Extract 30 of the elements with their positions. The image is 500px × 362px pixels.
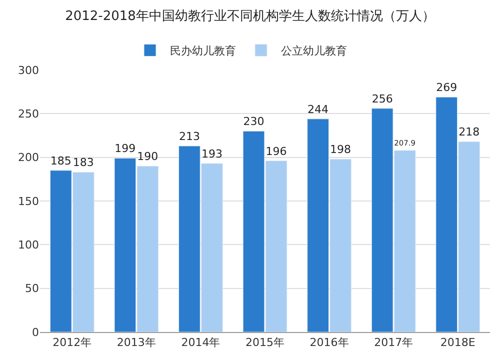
y-tick-label: 0 xyxy=(32,326,39,339)
y-tick-label: 250 xyxy=(18,108,39,121)
data-label: 190 xyxy=(137,150,158,164)
legend-label: 民办幼儿教育 xyxy=(170,44,236,58)
data-label: 244 xyxy=(308,102,329,116)
data-label: 256 xyxy=(372,92,393,106)
x-tick-label: 2018E xyxy=(440,336,476,350)
data-label: 230 xyxy=(243,115,264,128)
data-label: 198 xyxy=(330,143,352,156)
x-tick-label: 2015年 xyxy=(246,336,284,350)
y-tick-label: 300 xyxy=(18,64,39,77)
data-label: 213 xyxy=(178,130,200,143)
y-tick-label: 50 xyxy=(25,282,39,296)
x-tick-label: 2016年 xyxy=(310,336,349,350)
data-label: 183 xyxy=(72,156,94,170)
data-label: 185 xyxy=(50,154,72,168)
y-tick-label: 150 xyxy=(18,194,39,208)
data-label: 218 xyxy=(458,126,480,139)
data-label: 199 xyxy=(114,142,136,156)
x-tick-label: 2012年 xyxy=(52,336,92,350)
chart-title: 2012-2018年中国幼教行业不同机构学生人数统计情况（万人） xyxy=(65,8,435,24)
x-tick-label: 2013年 xyxy=(116,336,156,350)
x-tick-label: 2014年 xyxy=(181,336,220,350)
y-tick-label: 100 xyxy=(18,238,39,252)
data-label: 196 xyxy=(266,144,287,158)
data-label: 269 xyxy=(436,81,458,94)
x-tick-label: 2017年 xyxy=(374,336,414,350)
data-label: 193 xyxy=(201,147,222,160)
y-tick-label: 200 xyxy=(18,151,39,164)
legend-label: 公立幼儿教育 xyxy=(281,44,347,58)
